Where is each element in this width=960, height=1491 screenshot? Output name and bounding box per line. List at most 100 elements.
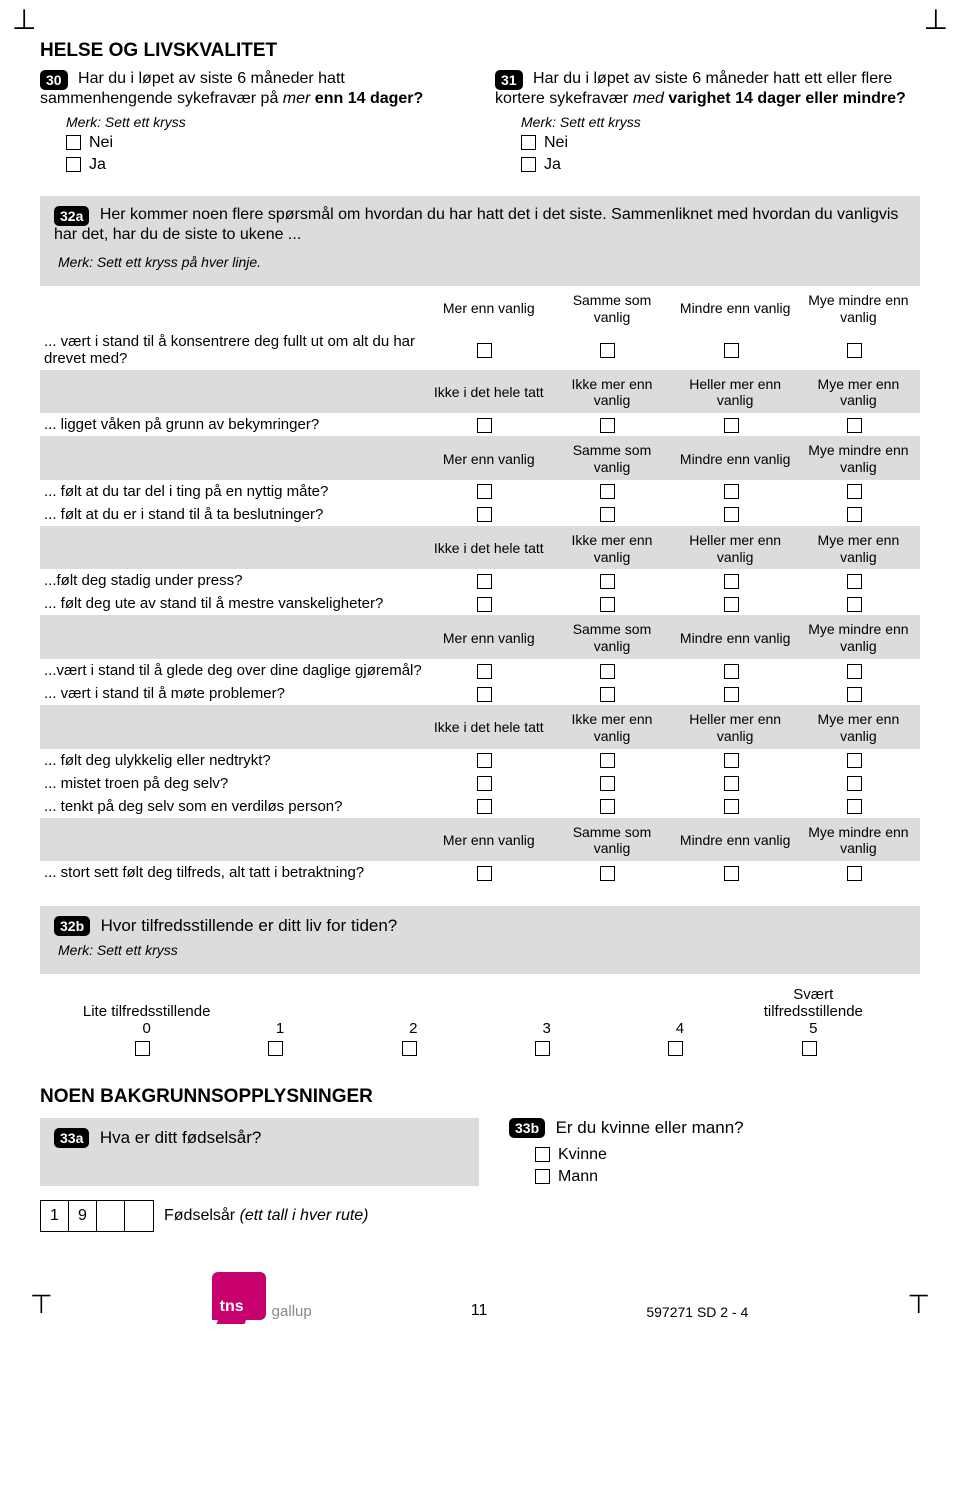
matrix-checkbox[interactable] <box>724 799 739 814</box>
matrix-checkbox[interactable] <box>477 597 492 612</box>
matrix-checkbox[interactable] <box>724 664 739 679</box>
q32a-instruction: Merk: Sett ett kryss på hver linje. <box>58 254 906 270</box>
matrix-checkbox[interactable] <box>477 343 492 358</box>
matrix-row-label: ... følt at du tar del i ting på en nytt… <box>40 480 427 503</box>
scale-labels: Lite tilfredsstillende0 1 2 3 4 Svært ti… <box>80 986 880 1037</box>
q33b-text: Er du kvinne eller mann? <box>556 1118 744 1137</box>
matrix-checkbox[interactable] <box>477 507 492 522</box>
hdr-cell: Ikke i det hele tatt <box>427 370 550 414</box>
birthyear-input[interactable] <box>97 1201 125 1231</box>
matrix-checkbox[interactable] <box>847 507 862 522</box>
matrix-checkbox[interactable] <box>724 418 739 433</box>
matrix-checkbox[interactable] <box>600 776 615 791</box>
q33b-kvinne-label: Kvinne <box>558 1146 607 1163</box>
q33a-number: 33a <box>54 1128 89 1148</box>
hdr-cell: Mye mer enn vanlig <box>797 370 920 414</box>
matrix-checkbox[interactable] <box>724 507 739 522</box>
matrix-row-label: ... følt at du er i stand til å ta beslu… <box>40 503 427 526</box>
hdr-cell: Heller mer enn vanlig <box>674 370 797 414</box>
matrix-checkbox[interactable] <box>847 866 862 881</box>
matrix-checkbox[interactable] <box>600 484 615 499</box>
matrix-checkbox[interactable] <box>600 418 615 433</box>
q33a-text: Hva er ditt fødselsår? <box>100 1128 262 1147</box>
matrix-checkbox[interactable] <box>600 866 615 881</box>
matrix-checkbox[interactable] <box>847 343 862 358</box>
matrix-checkbox[interactable] <box>477 687 492 702</box>
crop-mark-icon: ⊤ <box>907 1289 930 1320</box>
q32a-text: Her kommer noen flere spørsmål om hvorda… <box>54 206 898 243</box>
matrix-row-label: ... følt deg ulykkelig eller nedtrykt? <box>40 749 427 772</box>
q33b-mann-label: Mann <box>558 1168 598 1185</box>
matrix-checkbox[interactable] <box>724 484 739 499</box>
q32a-number: 32a <box>54 206 89 226</box>
matrix-checkbox[interactable] <box>847 753 862 768</box>
matrix-checkbox[interactable] <box>847 484 862 499</box>
section-title-health: HELSE OG LIVSKVALITET <box>40 40 920 62</box>
scale-checkboxes <box>80 1039 880 1056</box>
matrix-checkbox[interactable] <box>477 574 492 589</box>
q30-nei-checkbox[interactable] <box>66 135 81 150</box>
matrix-checkbox[interactable] <box>724 343 739 358</box>
matrix-checkbox[interactable] <box>600 597 615 612</box>
matrix-checkbox[interactable] <box>724 753 739 768</box>
hdr-cell: Mindre enn vanlig <box>674 286 797 330</box>
matrix-checkbox[interactable] <box>724 866 739 881</box>
matrix-checkbox[interactable] <box>724 574 739 589</box>
matrix-checkbox[interactable] <box>477 484 492 499</box>
matrix-checkbox[interactable] <box>600 507 615 522</box>
matrix-checkbox[interactable] <box>724 687 739 702</box>
matrix-checkbox[interactable] <box>477 776 492 791</box>
hdr-cell: Mer enn vanlig <box>427 436 550 480</box>
scale-checkbox[interactable] <box>135 1041 150 1056</box>
matrix-checkbox[interactable] <box>477 664 492 679</box>
matrix-checkbox[interactable] <box>600 687 615 702</box>
matrix-checkbox[interactable] <box>847 574 862 589</box>
q32a-header-box: 32a Her kommer noen flere spørsmål om hv… <box>40 196 920 286</box>
matrix-checkbox[interactable] <box>600 753 615 768</box>
matrix-checkbox[interactable] <box>477 418 492 433</box>
q31-nei-label: Nei <box>544 134 568 151</box>
birthyear-digit: 1 <box>41 1201 69 1231</box>
matrix-checkbox[interactable] <box>724 776 739 791</box>
q30-instruction: Merk: Sett ett kryss <box>66 114 465 130</box>
q31-ja-checkbox[interactable] <box>521 157 536 172</box>
matrix-row-label: ... mistet troen på deg selv? <box>40 772 427 795</box>
hdr-cell: Mindre enn vanlig <box>674 615 797 659</box>
footer-code: 597271 SD 2 - 4 <box>646 1304 748 1320</box>
matrix-checkbox[interactable] <box>847 597 862 612</box>
q32b-number: 32b <box>54 916 90 936</box>
matrix-checkbox[interactable] <box>847 799 862 814</box>
scale-checkbox[interactable] <box>268 1041 283 1056</box>
q33b-mann-checkbox[interactable] <box>535 1169 550 1184</box>
matrix-checkbox[interactable] <box>847 418 862 433</box>
matrix-checkbox[interactable] <box>600 799 615 814</box>
q33a-block: 33a Hva er ditt fødselsår? <box>40 1118 479 1186</box>
matrix-checkbox[interactable] <box>477 753 492 768</box>
scale-checkbox[interactable] <box>535 1041 550 1056</box>
matrix-checkbox[interactable] <box>847 776 862 791</box>
birthyear-boxes: 1 9 <box>40 1200 154 1232</box>
q33b-kvinne-checkbox[interactable] <box>535 1147 550 1162</box>
q30-number: 30 <box>40 70 68 90</box>
q31-nei-checkbox[interactable] <box>521 135 536 150</box>
matrix-checkbox[interactable] <box>724 597 739 612</box>
matrix-checkbox[interactable] <box>847 687 862 702</box>
q30-ja-label: Ja <box>89 156 106 173</box>
hdr-cell: Mye mindre enn vanlig <box>797 286 920 330</box>
matrix-table: Mer enn vanlig Samme som vanlig Mindre e… <box>40 286 920 884</box>
hdr-cell: Mer enn vanlig <box>427 615 550 659</box>
scale-checkbox[interactable] <box>668 1041 683 1056</box>
matrix-checkbox[interactable] <box>477 866 492 881</box>
birthyear-input[interactable] <box>125 1201 153 1231</box>
matrix-checkbox[interactable] <box>477 799 492 814</box>
hdr-cell: Mye mer enn vanlig <box>797 526 920 570</box>
q30-ja-checkbox[interactable] <box>66 157 81 172</box>
matrix-checkbox[interactable] <box>847 664 862 679</box>
matrix-row-label: ... stort sett følt deg tilfreds, alt ta… <box>40 861 427 884</box>
scale-checkbox[interactable] <box>402 1041 417 1056</box>
matrix-checkbox[interactable] <box>600 574 615 589</box>
scale-checkbox[interactable] <box>802 1041 817 1056</box>
hdr-cell: Mindre enn vanlig <box>674 818 797 862</box>
matrix-checkbox[interactable] <box>600 664 615 679</box>
matrix-checkbox[interactable] <box>600 343 615 358</box>
